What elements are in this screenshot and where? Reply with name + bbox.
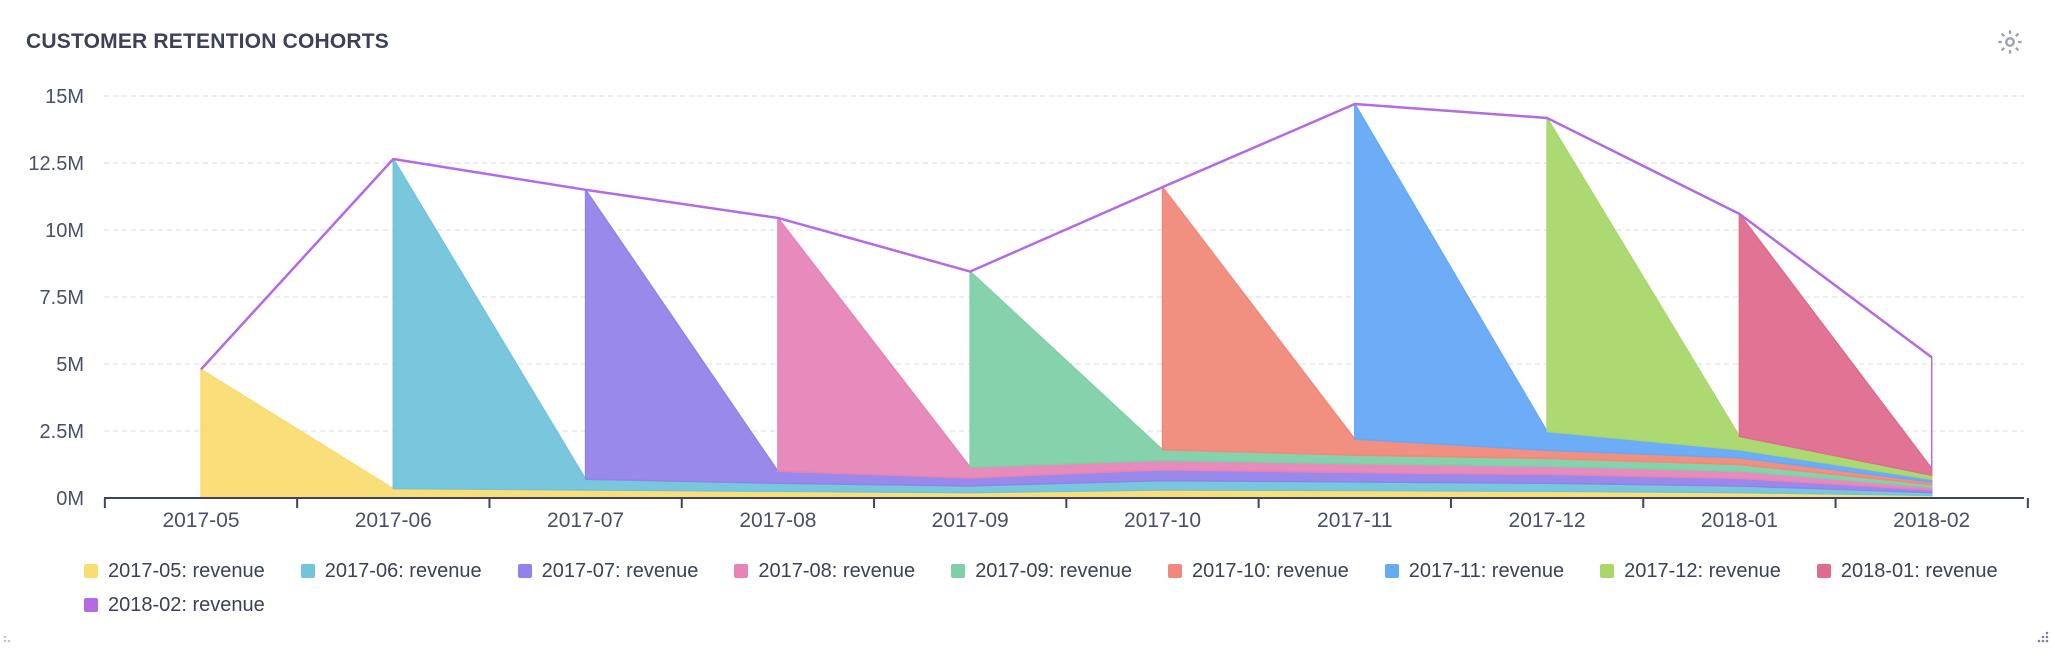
legend-label: 2018-02: revenue	[108, 593, 265, 616]
legend-swatch	[1816, 564, 1831, 578]
total-outline	[200, 102, 1933, 371]
gear-icon[interactable]	[1996, 28, 2024, 56]
x-tick-label: 2017-09	[932, 509, 1009, 532]
x-tick-label: 2017-12	[1509, 509, 1586, 532]
legend-label: 2018-01: revenue	[1840, 559, 1998, 582]
legend-label: 2017-12: revenue	[1624, 559, 1781, 582]
x-tick-label: 2017-08	[739, 509, 816, 532]
legend-item[interactable]: 2017-11: revenue	[1384, 559, 1565, 582]
y-tick-label: 15M	[45, 86, 84, 108]
legend-swatch	[84, 564, 98, 578]
y-tick-label: 7.5M	[40, 287, 84, 309]
x-tick-label: 2018-01	[1701, 509, 1778, 532]
chart-title: CUSTOMER RETENTION COHORTS	[26, 30, 389, 53]
legend-label: 2017-09: revenue	[975, 559, 1132, 582]
x-tick-label: 2017-11	[1317, 509, 1393, 532]
x-tick-label: 2018-02	[1893, 509, 1970, 532]
legend-item[interactable]: 2018-01: revenue	[1816, 559, 1998, 582]
y-tick-label: 5M	[56, 354, 84, 376]
legend-swatch	[1600, 564, 1615, 578]
legend-label: 2017-11: revenue	[1408, 559, 1565, 582]
area-2018-01	[1738, 213, 1933, 476]
legend-item[interactable]: 2017-10: revenue	[1167, 559, 1349, 582]
x-tick-label: 2017-07	[547, 509, 624, 532]
legend-item[interactable]: 2017-06: revenue	[300, 559, 482, 582]
legend-swatch	[517, 564, 532, 578]
legend-swatch	[300, 564, 315, 578]
legend-swatch	[734, 564, 749, 578]
legend-item[interactable]: 2017-12: revenue	[1600, 560, 1781, 582]
legend-item[interactable]: 2018-02: revenue	[84, 594, 265, 616]
x-tick-label: 2017-06	[355, 509, 432, 532]
legend-label: 2017-06: revenue	[324, 559, 482, 582]
y-tick-label: 10M	[45, 220, 84, 242]
x-tick-label: 2017-10	[1124, 509, 1201, 532]
legend-swatch	[1384, 564, 1399, 578]
chart-legend: 2017-05: revenue 2017-06: revenue 2017-07:…	[84, 560, 2004, 616]
legend-label: 2017-08: revenue	[758, 559, 916, 582]
y-tick-label: 2.5M	[40, 421, 84, 443]
legend-item[interactable]: 2017-09: revenue	[951, 560, 1132, 582]
legend-item[interactable]: 2017-07: revenue	[517, 559, 699, 582]
legend-item[interactable]: 2017-05: revenue	[84, 560, 265, 582]
legend-swatch	[1167, 564, 1182, 578]
y-tick-label: 0M	[56, 488, 84, 510]
legend-label: 2017-05: revenue	[108, 559, 265, 582]
legend-swatch	[951, 564, 966, 578]
legend-item[interactable]: 2017-08: revenue	[734, 560, 915, 582]
x-tick-label: 2017-05	[162, 509, 239, 532]
y-tick-label: 12.5M	[28, 153, 84, 175]
legend-label: 2017-07: revenue	[541, 559, 699, 582]
resize-handle-left-icon[interactable]	[2, 628, 18, 644]
legend-swatch	[84, 598, 98, 612]
stacked-area-chart: 0M 2.5M 5M 7.5M 10M 12.5M 15M 2017-05 2017-06 201…	[28, 86, 2029, 532]
resize-handle-right-icon[interactable]	[2034, 628, 2050, 644]
legend-label: 2017-10: revenue	[1191, 559, 1349, 582]
